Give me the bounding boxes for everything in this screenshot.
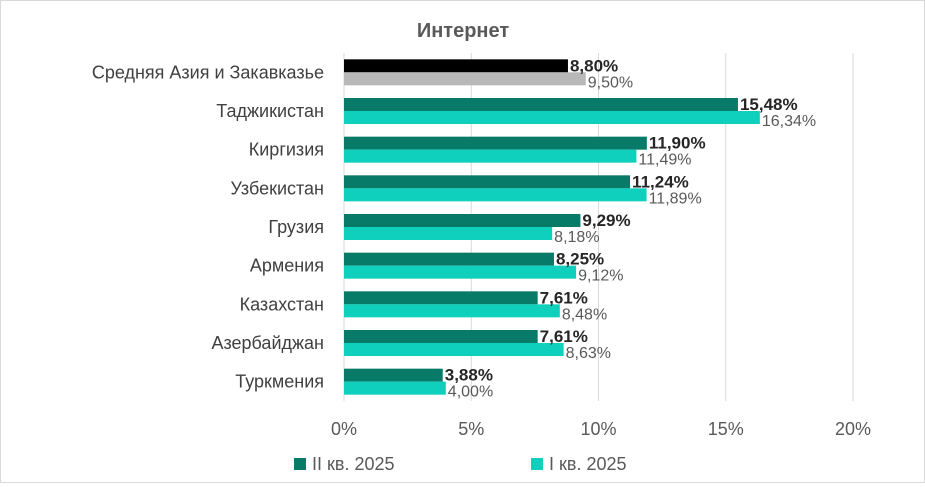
bar-q1 xyxy=(344,381,446,395)
category-labels: Средняя Азия и Закавказье Таджикистан Кирг… xyxy=(92,62,324,391)
bar-q2 xyxy=(344,330,538,343)
bar-q1 xyxy=(344,72,586,86)
bar-q1 xyxy=(344,111,760,124)
legend: II кв. 2025 I кв. 2025 xyxy=(294,454,626,474)
x-tick-label: 0% xyxy=(331,419,357,439)
bar-q2 xyxy=(344,368,443,382)
bar-q2 xyxy=(344,291,538,305)
x-tick-label: 5% xyxy=(458,419,484,439)
bar-q1 xyxy=(344,343,564,356)
data-label-q2: 8,25% xyxy=(556,250,604,269)
category-label: Казахстан xyxy=(240,294,324,314)
bar-q2 xyxy=(344,59,568,73)
x-tick-label: 10% xyxy=(580,419,616,439)
category-label: Узбекистан xyxy=(230,178,324,198)
bar-q2 xyxy=(344,98,738,111)
legend-swatch-q2 xyxy=(294,458,306,470)
data-label-q1: 16,34% xyxy=(762,113,816,130)
bar-q1 xyxy=(344,265,577,279)
data-label-q1: 8,63% xyxy=(566,345,611,362)
x-tick-label: 20% xyxy=(835,419,871,439)
x-axis-ticks: 0% 5% 10% 15% 20% xyxy=(331,419,871,439)
legend-label-q1: I кв. 2025 xyxy=(549,454,626,474)
bars xyxy=(344,59,760,395)
category-label: Армения xyxy=(250,256,324,276)
legend-swatch-q1 xyxy=(531,458,543,470)
category-label: Киргизия xyxy=(249,140,324,160)
data-label-q2: 8,80% xyxy=(570,56,618,75)
bar-q1 xyxy=(344,227,553,240)
bar-q2 xyxy=(344,136,647,150)
data-label-q2: 3,88% xyxy=(445,366,493,385)
data-label-q2: 11,90% xyxy=(649,134,706,153)
category-label: Таджикистан xyxy=(216,101,324,121)
data-label-q1: 11,89% xyxy=(649,190,702,207)
category-label: Азербайджан xyxy=(211,333,324,353)
data-label-q2: 7,61% xyxy=(540,288,588,307)
data-label-q1: 8,18% xyxy=(554,229,599,246)
data-label-q1: 8,48% xyxy=(562,306,607,323)
bar-q1 xyxy=(344,149,637,163)
bar-q1 xyxy=(344,304,560,318)
category-label: Туркмения xyxy=(235,372,324,392)
category-label: Грузия xyxy=(268,217,324,237)
data-label-q1: 4,00% xyxy=(448,384,493,401)
data-labels: 8,80%9,50% 15,48%16,34% 11,90%11,49% 11,24%… xyxy=(445,56,816,400)
data-label-q2: 15,48% xyxy=(740,95,798,114)
data-label-q1: 9,12% xyxy=(578,268,623,285)
bar-q2 xyxy=(344,175,631,189)
data-label-q2: 7,61% xyxy=(540,327,588,346)
data-label-q2: 11,24% xyxy=(632,172,689,191)
x-tick-label: 15% xyxy=(708,419,744,439)
bar-q1 xyxy=(344,188,647,202)
data-label-q1: 9,50% xyxy=(588,74,633,91)
legend-label-q2: II кв. 2025 xyxy=(312,454,395,474)
category-label: Средняя Азия и Закавказье xyxy=(92,62,324,82)
chart-title: Интернет xyxy=(417,20,510,42)
data-label-q2: 9,29% xyxy=(582,211,630,230)
bar-q2 xyxy=(344,214,581,227)
bar-q2 xyxy=(344,252,554,266)
data-label-q1: 11,49% xyxy=(638,152,691,169)
